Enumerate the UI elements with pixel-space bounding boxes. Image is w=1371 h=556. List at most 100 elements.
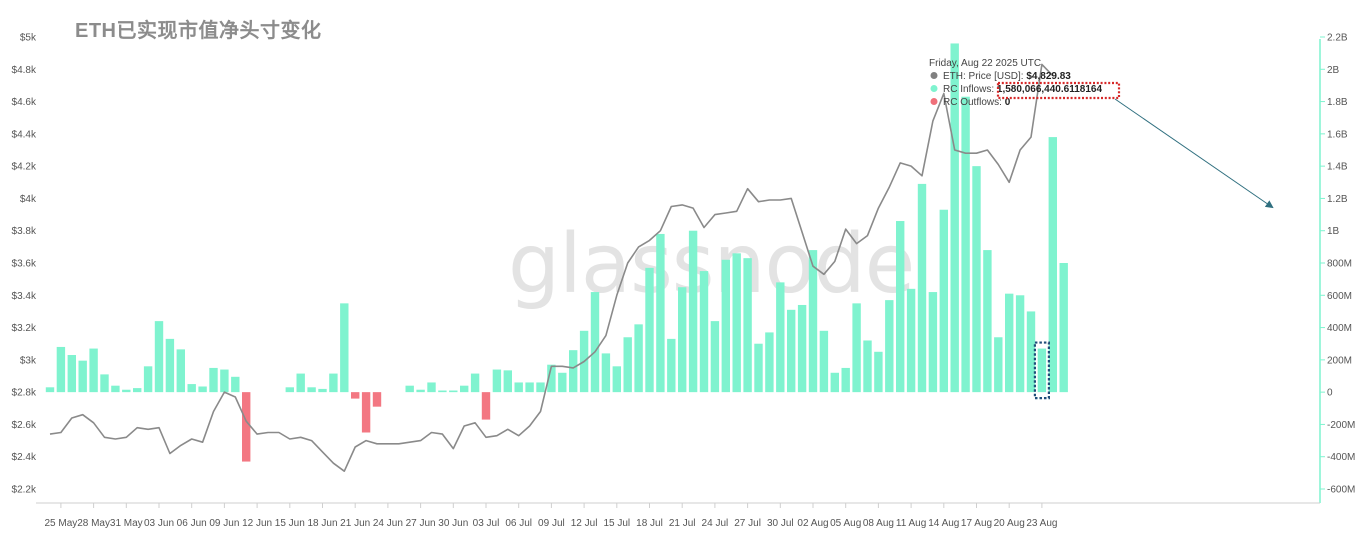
inflow-bar[interactable] xyxy=(612,366,621,393)
inflow-bar[interactable] xyxy=(143,366,153,393)
inflow-bar[interactable] xyxy=(950,43,959,393)
inflow-bar[interactable] xyxy=(939,209,948,393)
inflow-bar[interactable] xyxy=(721,259,730,393)
right-axis-tick: -200M xyxy=(1327,420,1355,431)
outflow-bar[interactable] xyxy=(481,392,491,420)
inflow-bar[interactable] xyxy=(972,166,981,393)
inflow-bar[interactable] xyxy=(885,300,894,393)
inflow-bar[interactable] xyxy=(896,221,905,393)
inflow-bar[interactable] xyxy=(558,372,567,393)
inflow-bar[interactable] xyxy=(67,355,76,393)
inflow-bar[interactable] xyxy=(569,350,578,393)
inflow-bar[interactable] xyxy=(231,376,240,393)
inflow-bar[interactable] xyxy=(863,340,872,393)
inflow-bar[interactable] xyxy=(111,385,120,393)
inflow-bar[interactable] xyxy=(525,382,534,393)
inflow-bar[interactable] xyxy=(874,351,883,393)
inflow-bar[interactable] xyxy=(852,303,861,393)
inflow-bar[interactable] xyxy=(1048,137,1057,393)
inflow-bar[interactable] xyxy=(536,382,545,393)
inflow-bar[interactable] xyxy=(547,364,556,393)
inflow-bar[interactable] xyxy=(928,292,938,393)
inflow-bar[interactable] xyxy=(198,386,207,393)
inflow-bar[interactable] xyxy=(743,258,752,393)
inflow-bar[interactable] xyxy=(688,230,698,393)
inflow-bar[interactable] xyxy=(427,382,436,393)
price-line[interactable] xyxy=(49,63,1054,473)
inflow-bar[interactable] xyxy=(765,332,774,393)
inflow-bar[interactable] xyxy=(329,373,338,393)
inflow-bar[interactable] xyxy=(667,338,676,393)
inflow-bar[interactable] xyxy=(645,267,654,393)
inflow-bar[interactable] xyxy=(56,346,66,393)
inflow-bar[interactable] xyxy=(307,387,316,393)
inflow-bar[interactable] xyxy=(917,183,927,393)
inflow-bar[interactable] xyxy=(45,387,55,393)
inflow-bar[interactable] xyxy=(634,324,643,393)
inflow-bar[interactable] xyxy=(122,389,131,393)
inflow-bar[interactable] xyxy=(787,309,796,393)
outflow-bar[interactable] xyxy=(361,392,371,433)
inflow-bar[interactable] xyxy=(460,385,469,393)
inflow-bar[interactable] xyxy=(438,390,447,393)
inflow-bar[interactable] xyxy=(601,353,611,393)
inflow-bar[interactable] xyxy=(78,360,87,393)
inflow-bar[interactable] xyxy=(732,253,741,393)
inflow-bar[interactable] xyxy=(176,349,185,393)
inflow-bar[interactable] xyxy=(503,370,512,393)
inflow-bar[interactable] xyxy=(165,338,175,393)
x-axis-tick: 20 Aug xyxy=(994,518,1025,529)
inflow-bar[interactable] xyxy=(1015,295,1025,393)
right-axis-tick: 0 xyxy=(1327,388,1333,399)
chart-title: ETH已实现市值净头寸变化 xyxy=(75,20,322,42)
inflow-bar[interactable] xyxy=(797,304,807,393)
inflow-bar[interactable] xyxy=(514,382,523,393)
inflow-bar[interactable] xyxy=(754,343,763,393)
inflow-bar[interactable] xyxy=(983,250,992,393)
right-axis-tick: 200M xyxy=(1327,355,1352,366)
inflow-bar[interactable] xyxy=(187,384,196,393)
x-axis-tick: 21 Jul xyxy=(669,518,696,529)
outflow-bar[interactable] xyxy=(242,392,251,462)
outflow-bar[interactable] xyxy=(351,392,360,399)
outflow-bar[interactable] xyxy=(372,392,382,407)
x-axis-tick: 21 Jun xyxy=(340,518,370,529)
inflow-bar[interactable] xyxy=(318,388,327,393)
inflow-bar[interactable] xyxy=(830,372,839,393)
inflow-bar[interactable] xyxy=(678,287,687,393)
inflow-bar[interactable] xyxy=(623,337,632,393)
inflow-bar[interactable] xyxy=(656,233,665,393)
inflow-bar[interactable] xyxy=(405,385,414,393)
inflow-bar[interactable] xyxy=(416,389,425,393)
inflow-bar[interactable] xyxy=(819,330,829,393)
inflow-bar[interactable] xyxy=(470,373,480,393)
inflow-bar[interactable] xyxy=(961,96,970,393)
inflow-bar[interactable] xyxy=(285,387,294,393)
inflow-bar[interactable] xyxy=(590,292,600,393)
inflow-bar[interactable] xyxy=(1037,348,1047,393)
inflow-bar[interactable] xyxy=(1059,263,1068,393)
inflow-bar[interactable] xyxy=(906,288,916,393)
inflow-bar[interactable] xyxy=(1005,293,1014,393)
inflow-bar[interactable] xyxy=(1026,311,1036,393)
inflow-bar[interactable] xyxy=(808,250,818,393)
inflow-bar[interactable] xyxy=(154,321,164,393)
inflow-bar[interactable] xyxy=(209,367,218,393)
inflow-bar[interactable] xyxy=(710,321,720,393)
inflow-bar[interactable] xyxy=(89,348,98,393)
inflow-bar[interactable] xyxy=(220,369,229,393)
inflow-bar[interactable] xyxy=(449,390,458,393)
inflow-bar[interactable] xyxy=(133,388,142,393)
x-axis-tick: 23 Aug xyxy=(1026,518,1057,529)
inflow-bar[interactable] xyxy=(492,369,502,393)
inflow-bar[interactable] xyxy=(100,374,109,393)
inflow-bar[interactable] xyxy=(994,337,1003,393)
inflow-bar[interactable] xyxy=(841,367,850,393)
inflow-bar[interactable] xyxy=(296,373,305,393)
inflow-bar[interactable] xyxy=(776,282,785,393)
inflow-bar[interactable] xyxy=(340,303,349,393)
inflow-bar[interactable] xyxy=(699,271,709,393)
tooltip-legend-dot xyxy=(930,85,938,92)
